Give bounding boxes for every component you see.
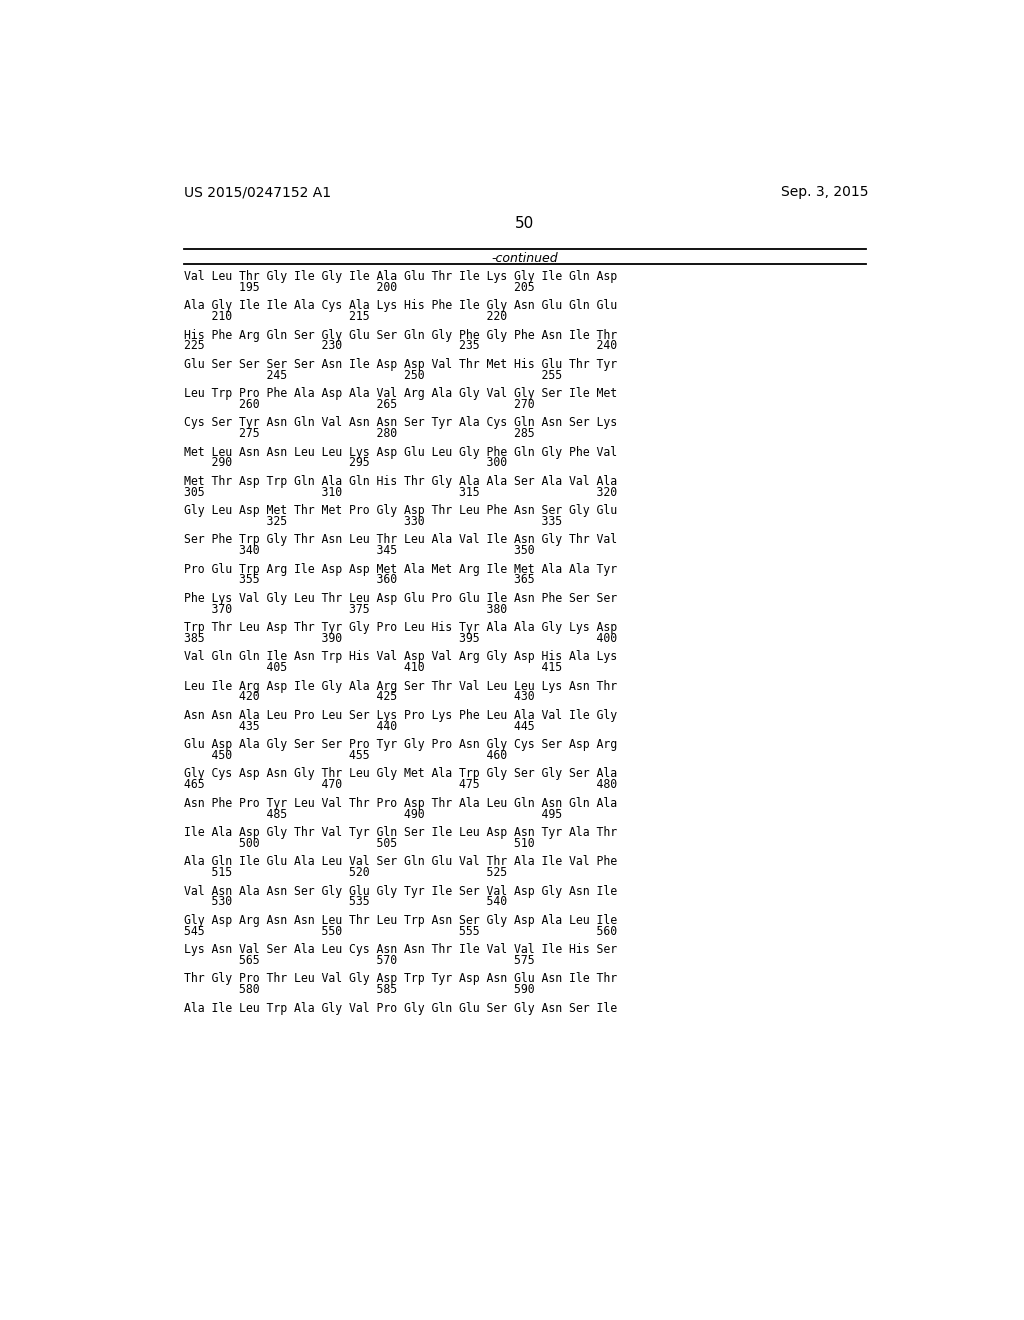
Text: 50: 50 xyxy=(515,216,535,231)
Text: 305                 310                 315                 320: 305 310 315 320 xyxy=(183,486,616,499)
Text: Gly Cys Asp Asn Gly Thr Leu Gly Met Ala Trp Gly Ser Gly Ser Ala: Gly Cys Asp Asn Gly Thr Leu Gly Met Ala … xyxy=(183,767,616,780)
Text: Asn Phe Pro Tyr Leu Val Thr Pro Asp Thr Ala Leu Gln Asn Gln Ala: Asn Phe Pro Tyr Leu Val Thr Pro Asp Thr … xyxy=(183,797,616,809)
Text: -continued: -continued xyxy=(492,252,558,265)
Text: Ala Gly Ile Ile Ala Cys Ala Lys His Phe Ile Gly Asn Glu Gln Glu: Ala Gly Ile Ile Ala Cys Ala Lys His Phe … xyxy=(183,300,616,313)
Text: Leu Ile Arg Asp Ile Gly Ala Arg Ser Thr Val Leu Leu Lys Asn Thr: Leu Ile Arg Asp Ile Gly Ala Arg Ser Thr … xyxy=(183,680,616,693)
Text: Asn Asn Ala Leu Pro Leu Ser Lys Pro Lys Phe Leu Ala Val Ile Gly: Asn Asn Ala Leu Pro Leu Ser Lys Pro Lys … xyxy=(183,709,616,722)
Text: 580                 585                 590: 580 585 590 xyxy=(183,983,535,997)
Text: 450                 455                 460: 450 455 460 xyxy=(183,748,507,762)
Text: 290                 295                 300: 290 295 300 xyxy=(183,457,507,470)
Text: Ala Gln Ile Glu Ala Leu Val Ser Gln Glu Val Thr Ala Ile Val Phe: Ala Gln Ile Glu Ala Leu Val Ser Gln Glu … xyxy=(183,855,616,869)
Text: 355                 360                 365: 355 360 365 xyxy=(183,573,535,586)
Text: Sep. 3, 2015: Sep. 3, 2015 xyxy=(780,185,868,199)
Text: Ile Ala Asp Gly Thr Val Tyr Gln Ser Ile Leu Asp Asn Tyr Ala Thr: Ile Ala Asp Gly Thr Val Tyr Gln Ser Ile … xyxy=(183,826,616,840)
Text: 210                 215                 220: 210 215 220 xyxy=(183,310,507,323)
Text: Glu Ser Ser Ser Ser Asn Ile Asp Asp Val Thr Met His Glu Thr Tyr: Glu Ser Ser Ser Ser Asn Ile Asp Asp Val … xyxy=(183,358,616,371)
Text: 245                 250                 255: 245 250 255 xyxy=(183,368,562,381)
Text: Ser Phe Trp Gly Thr Asn Leu Thr Leu Ala Val Ile Asn Gly Thr Val: Ser Phe Trp Gly Thr Asn Leu Thr Leu Ala … xyxy=(183,533,616,546)
Text: 195                 200                 205: 195 200 205 xyxy=(183,281,535,294)
Text: Gly Asp Arg Asn Asn Leu Thr Leu Trp Asn Ser Gly Asp Ala Leu Ile: Gly Asp Arg Asn Asn Leu Thr Leu Trp Asn … xyxy=(183,913,616,927)
Text: Val Asn Ala Asn Ser Gly Glu Gly Tyr Ile Ser Val Asp Gly Asn Ile: Val Asn Ala Asn Ser Gly Glu Gly Tyr Ile … xyxy=(183,884,616,898)
Text: His Phe Arg Gln Ser Gly Glu Ser Gln Gly Phe Gly Phe Asn Ile Thr: His Phe Arg Gln Ser Gly Glu Ser Gln Gly … xyxy=(183,329,616,342)
Text: Gly Leu Asp Met Thr Met Pro Gly Asp Thr Leu Phe Asn Ser Gly Glu: Gly Leu Asp Met Thr Met Pro Gly Asp Thr … xyxy=(183,504,616,517)
Text: Phe Lys Val Gly Leu Thr Leu Asp Glu Pro Glu Ile Asn Phe Ser Ser: Phe Lys Val Gly Leu Thr Leu Asp Glu Pro … xyxy=(183,591,616,605)
Text: Pro Glu Trp Arg Ile Asp Asp Met Ala Met Arg Ile Met Ala Ala Tyr: Pro Glu Trp Arg Ile Asp Asp Met Ala Met … xyxy=(183,562,616,576)
Text: 435                 440                 445: 435 440 445 xyxy=(183,719,535,733)
Text: 530                 535                 540: 530 535 540 xyxy=(183,895,507,908)
Text: 370                 375                 380: 370 375 380 xyxy=(183,603,507,615)
Text: 465                 470                 475                 480: 465 470 475 480 xyxy=(183,779,616,791)
Text: 275                 280                 285: 275 280 285 xyxy=(183,428,535,440)
Text: Ala Ile Leu Trp Ala Gly Val Pro Gly Gln Glu Ser Gly Asn Ser Ile: Ala Ile Leu Trp Ala Gly Val Pro Gly Gln … xyxy=(183,1002,616,1015)
Text: 545                 550                 555                 560: 545 550 555 560 xyxy=(183,924,616,937)
Text: Leu Trp Pro Phe Ala Asp Ala Val Arg Ala Gly Val Gly Ser Ile Met: Leu Trp Pro Phe Ala Asp Ala Val Arg Ala … xyxy=(183,387,616,400)
Text: 565                 570                 575: 565 570 575 xyxy=(183,954,535,966)
Text: Met Leu Asn Asn Leu Leu Lys Asp Glu Leu Gly Phe Gln Gly Phe Val: Met Leu Asn Asn Leu Leu Lys Asp Glu Leu … xyxy=(183,446,616,458)
Text: Lys Asn Val Ser Ala Leu Cys Asn Asn Thr Ile Val Val Ile His Ser: Lys Asn Val Ser Ala Leu Cys Asn Asn Thr … xyxy=(183,942,616,956)
Text: 385                 390                 395                 400: 385 390 395 400 xyxy=(183,632,616,645)
Text: Thr Gly Pro Thr Leu Val Gly Asp Trp Tyr Asp Asn Glu Asn Ile Thr: Thr Gly Pro Thr Leu Val Gly Asp Trp Tyr … xyxy=(183,973,616,985)
Text: 225                 230                 235                 240: 225 230 235 240 xyxy=(183,339,616,352)
Text: Trp Thr Leu Asp Thr Tyr Gly Pro Leu His Tyr Ala Ala Gly Lys Asp: Trp Thr Leu Asp Thr Tyr Gly Pro Leu His … xyxy=(183,622,616,634)
Text: Val Leu Thr Gly Ile Gly Ile Ala Glu Thr Ile Lys Gly Ile Gln Asp: Val Leu Thr Gly Ile Gly Ile Ala Glu Thr … xyxy=(183,271,616,282)
Text: Cys Ser Tyr Asn Gln Val Asn Asn Ser Tyr Ala Cys Gln Asn Ser Lys: Cys Ser Tyr Asn Gln Val Asn Asn Ser Tyr … xyxy=(183,416,616,429)
Text: 500                 505                 510: 500 505 510 xyxy=(183,837,535,850)
Text: 515                 520                 525: 515 520 525 xyxy=(183,866,507,879)
Text: 325                 330                 335: 325 330 335 xyxy=(183,515,562,528)
Text: 485                 490                 495: 485 490 495 xyxy=(183,808,562,821)
Text: US 2015/0247152 A1: US 2015/0247152 A1 xyxy=(183,185,331,199)
Text: 420                 425                 430: 420 425 430 xyxy=(183,690,535,704)
Text: 405                 410                 415: 405 410 415 xyxy=(183,661,562,675)
Text: 260                 265                 270: 260 265 270 xyxy=(183,397,535,411)
Text: Met Thr Asp Trp Gln Ala Gln His Thr Gly Ala Ala Ser Ala Val Ala: Met Thr Asp Trp Gln Ala Gln His Thr Gly … xyxy=(183,475,616,488)
Text: Val Gln Gln Ile Asn Trp His Val Asp Val Arg Gly Asp His Ala Lys: Val Gln Gln Ile Asn Trp His Val Asp Val … xyxy=(183,651,616,664)
Text: 340                 345                 350: 340 345 350 xyxy=(183,544,535,557)
Text: Glu Asp Ala Gly Ser Ser Pro Tyr Gly Pro Asn Gly Cys Ser Asp Arg: Glu Asp Ala Gly Ser Ser Pro Tyr Gly Pro … xyxy=(183,738,616,751)
